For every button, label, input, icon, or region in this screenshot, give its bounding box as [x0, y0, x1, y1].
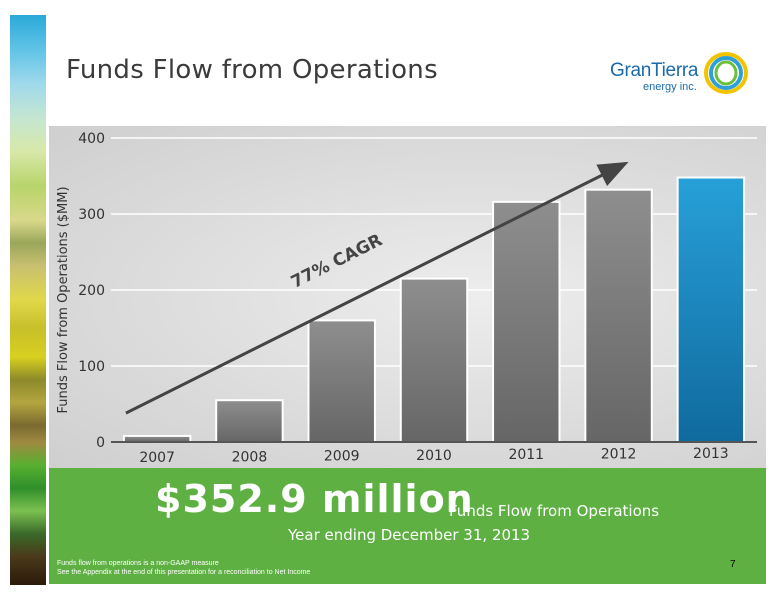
chart-panel: 0 100 200 300 400 2007 2008 2009 2010 2011 2012 20… [49, 126, 766, 468]
x-tick-label: 2008 [232, 449, 268, 465]
company-logo: GranTierra energy inc. [605, 48, 755, 98]
bar-2013 [676, 176, 746, 444]
y-tick-label: 400 [78, 131, 105, 147]
cagr-trend-arrow [125, 161, 629, 415]
bar-2011 [492, 200, 561, 443]
cagr-annotation: 77% CAGR [288, 230, 386, 292]
decorative-color-stripe [10, 15, 46, 585]
headline-label: Funds Flow from Operations [449, 502, 660, 520]
y-tick-label: 300 [78, 207, 105, 223]
logo-ring-icon [704, 52, 748, 94]
x-tick-label: 2009 [324, 449, 360, 465]
bar-chart: 0 100 200 300 400 2007 2008 2009 2010 2011 2012 20… [56, 131, 757, 466]
bar-2009 [307, 319, 376, 443]
x-tick-label: 2011 [508, 447, 544, 463]
footnote-non-gaap: Funds flow from operations is a non-GAAP… [57, 560, 219, 567]
headline-subtitle: Year ending December 31, 2013 [288, 526, 531, 544]
y-tick-label: 200 [78, 283, 105, 299]
bar-2010 [399, 277, 469, 443]
slide-title: Funds Flow from Operations [66, 55, 438, 85]
y-axis-label: Funds Flow from Operations ($MM) [56, 186, 71, 413]
headline-value: $352.9 million [155, 477, 474, 521]
bar-2008 [215, 399, 284, 444]
x-tick-label: 2013 [693, 446, 729, 462]
highlight-band: $352.9 million Funds Flow from Operation… [49, 468, 766, 584]
footnote-reconciliation: See the Appendix at the end of this pres… [57, 569, 311, 576]
logo-wordmark: GranTierra [610, 60, 699, 81]
logo-tagline: energy inc. [643, 81, 697, 93]
x-tick-label: 2010 [416, 448, 452, 464]
bar-2012 [584, 188, 653, 444]
x-tick-label: 2012 [601, 447, 637, 463]
y-tick-label: 100 [78, 359, 105, 375]
page-number: 7 [730, 559, 736, 570]
y-tick-label: 0 [96, 435, 105, 451]
x-tick-label: 2007 [139, 450, 175, 466]
